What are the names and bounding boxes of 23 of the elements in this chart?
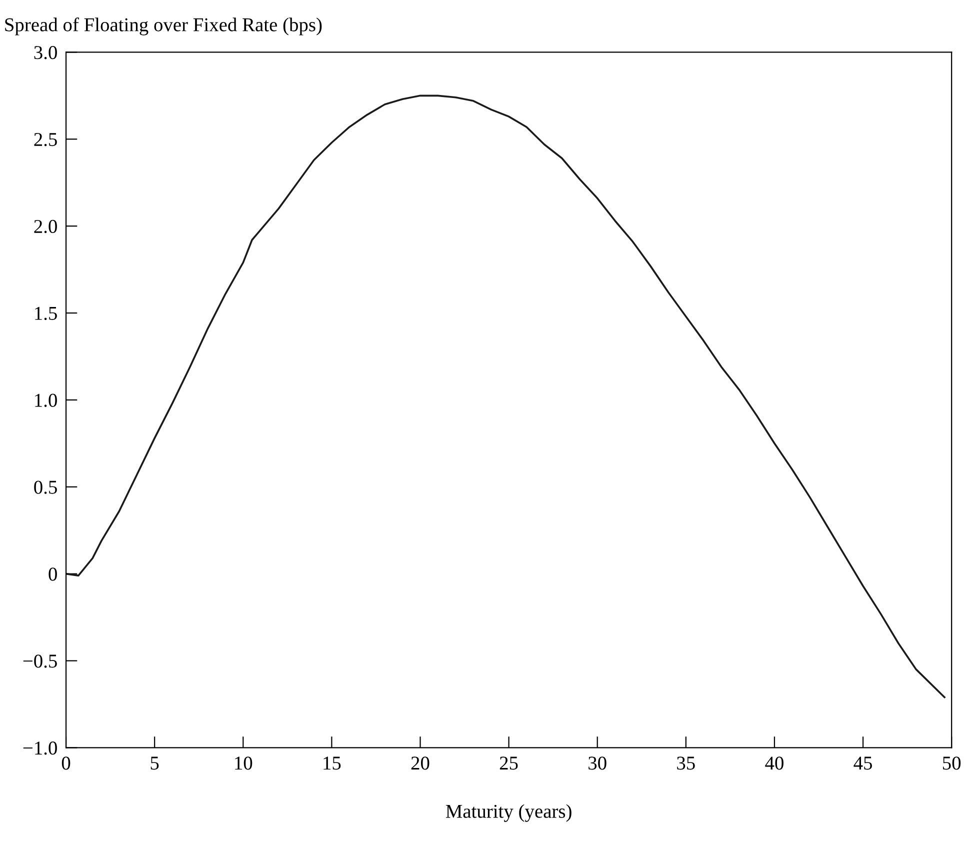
y-tick-label: 1.5 [35,306,57,320]
x-tick-label: 25 [500,756,518,770]
x-tick-label: 0 [62,756,70,770]
x-tick-label: 50 [942,756,961,770]
x-tick-label: 30 [588,756,606,770]
y-tick-label: 0.5 [34,480,57,494]
x-axis-title: Maturity (years) [446,804,572,822]
line-series [66,94,946,698]
y-axis-title: Spread of Floating over Fixed Rate (bps) [5,17,322,36]
y-tick-label: 1.0 [35,394,57,407]
y-tick-label: −1.0 [23,742,57,755]
y-tick-label: 3.0 [34,46,57,60]
x-tick-label: 5 [150,756,159,770]
x-tick-label: 40 [765,756,784,770]
y-tick-label: 2.5 [34,133,57,146]
x-tick-label: 35 [677,756,695,770]
x-tick-label: 15 [324,756,341,770]
y-tick-label: 2.0 [34,220,57,234]
x-tick-label: 10 [235,756,252,770]
y-tick-label: 0 [48,568,57,581]
x-tick-label: 20 [411,756,430,770]
x-tick-label: 45 [854,756,872,770]
y-tick-label: −0.5 [23,654,57,668]
